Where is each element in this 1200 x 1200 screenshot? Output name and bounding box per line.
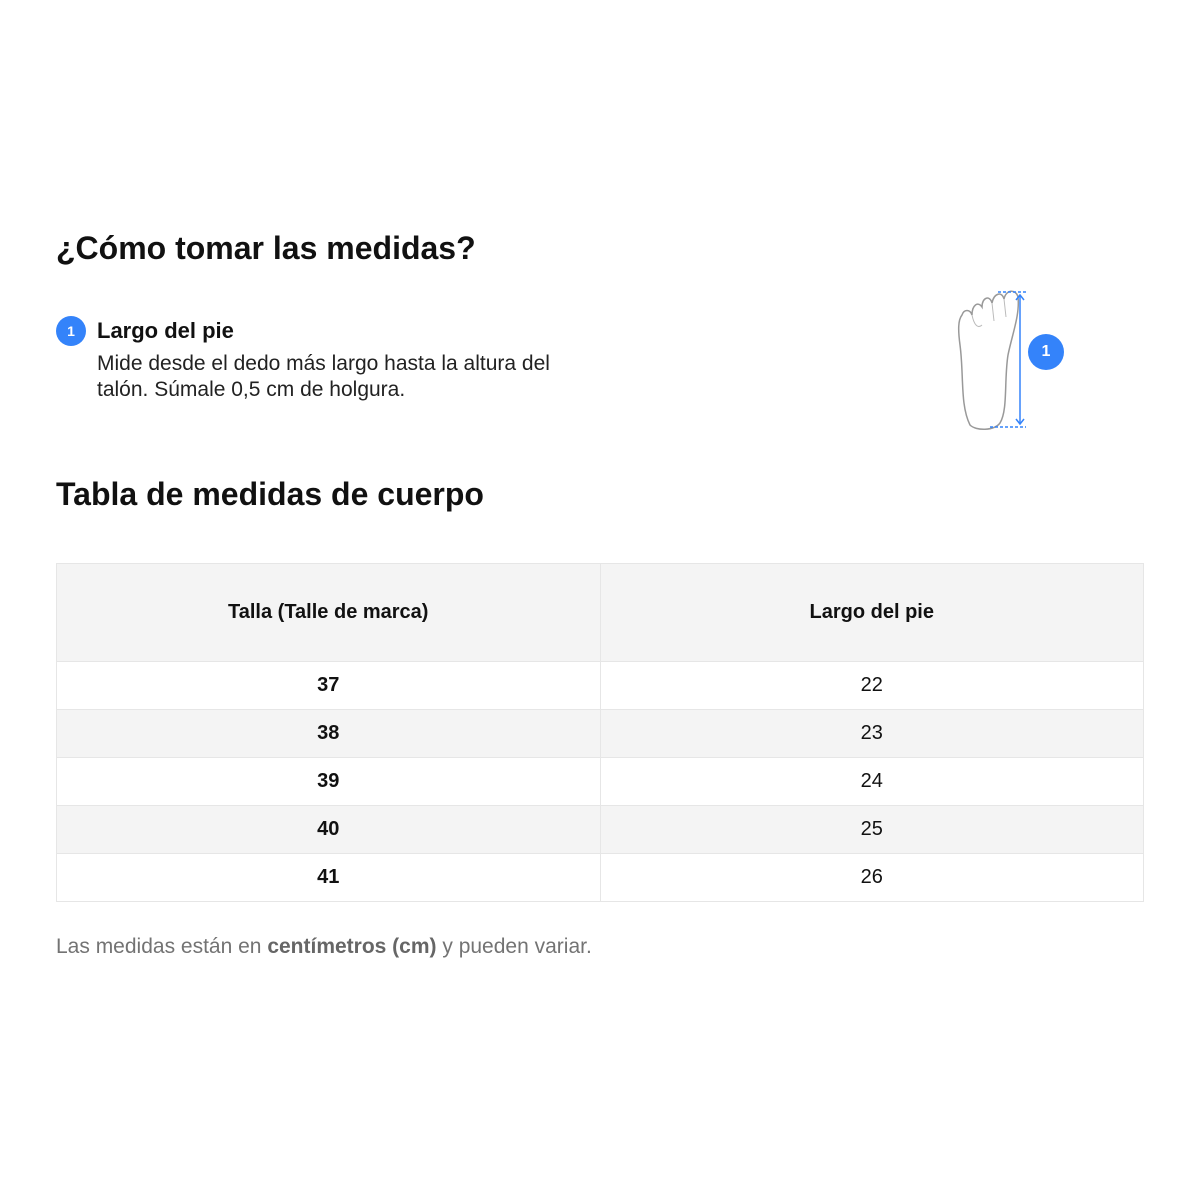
units-note: Las medidas están en centímetros (cm) y … <box>56 935 592 959</box>
illustration-marker-badge: 1 <box>1028 334 1064 370</box>
size-cell: 41 <box>56 853 601 902</box>
size-cell: 38 <box>56 709 601 758</box>
length-cell: 22 <box>599 661 1144 710</box>
note-suffix: y pueden variar. <box>436 935 592 958</box>
size-table-title: Tabla de medidas de cuerpo <box>56 476 484 512</box>
length-cell: 25 <box>599 805 1144 854</box>
length-cell: 24 <box>599 757 1144 806</box>
table-row: 37 22 <box>56 661 1144 710</box>
table-row: 41 26 <box>56 853 1144 902</box>
size-cell: 37 <box>56 661 601 710</box>
note-units: centímetros (cm) <box>267 935 437 958</box>
how-to-measure-title: ¿Cómo tomar las medidas? <box>56 230 476 266</box>
table-row: 40 25 <box>56 805 1144 854</box>
table-row: 38 23 <box>56 709 1144 758</box>
foot-outline-icon <box>957 290 1026 430</box>
header-size: Talla (Talle de marca) <box>56 563 601 662</box>
size-cell: 40 <box>56 805 601 854</box>
header-foot-length: Largo del pie <box>599 563 1144 662</box>
note-prefix: Las medidas están en <box>56 935 268 958</box>
step-description: Mide desde el dedo más largo hasta la al… <box>97 352 550 401</box>
size-table: Talla (Talle de marca) Largo del pie 37 2… <box>56 563 1144 902</box>
length-cell: 26 <box>599 853 1144 902</box>
table-header-row: Talla (Talle de marca) Largo del pie <box>56 563 1144 662</box>
table-row: 39 24 <box>56 757 1144 806</box>
step-title: Largo del pie <box>97 318 234 343</box>
length-cell: 23 <box>599 709 1144 758</box>
step-number-badge: 1 <box>56 316 86 346</box>
size-cell: 39 <box>56 757 601 806</box>
